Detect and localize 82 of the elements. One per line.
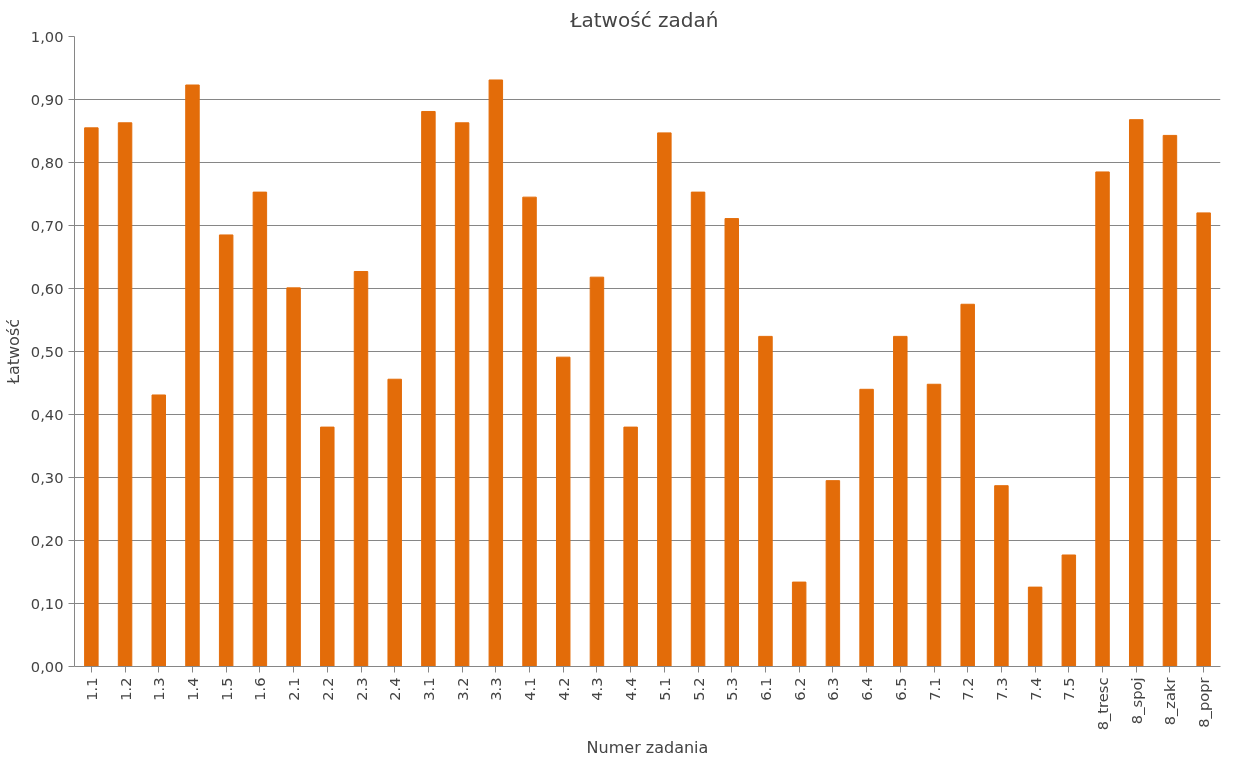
bar [589, 276, 605, 667]
x-tick-label: 4.2 [554, 677, 572, 701]
x-tick-label: 7.5 [1060, 677, 1078, 701]
bar [84, 127, 99, 667]
y-axis-title: Łatwość [3, 318, 23, 386]
bar [994, 485, 1009, 667]
x-tick-label: 6.4 [858, 677, 876, 701]
bar [555, 356, 571, 667]
x-tick-label: 7.4 [1026, 677, 1044, 701]
x-tick-label: 3.2 [453, 677, 471, 701]
x-tick-label: 2.2 [318, 677, 336, 701]
bar [893, 335, 908, 667]
x-tick-label: 5.2 [689, 677, 707, 701]
y-tick-label: 0,60 [30, 279, 64, 297]
bar [117, 122, 133, 667]
x-tick-label: 1.6 [251, 677, 269, 701]
x-tick-label: 1.1 [82, 677, 100, 701]
bar [1027, 586, 1043, 667]
bar [791, 581, 807, 667]
bar [454, 122, 470, 667]
x-tick-label: 3.1 [419, 677, 437, 701]
x-tick-label: 5.1 [655, 677, 673, 701]
x-tick-label: 7.2 [959, 677, 977, 701]
x-tick-label: 1.3 [150, 677, 168, 701]
x-axis-title: Numer zadania [586, 738, 709, 758]
y-tick-label: 0,70 [30, 216, 64, 234]
bar [859, 388, 874, 667]
bar [1196, 212, 1211, 667]
x-tick-label: 8_spoj [1127, 677, 1145, 725]
y-tick-label: 0,50 [30, 342, 64, 360]
bar [320, 426, 335, 667]
x-tick-label: 4.4 [622, 677, 640, 701]
bar [825, 480, 841, 667]
x-tick-label: 2.4 [386, 677, 404, 701]
bar [657, 132, 672, 667]
y-tick-label: 0,40 [30, 405, 64, 423]
y-tick-label: 0,80 [30, 153, 64, 171]
bar [151, 394, 167, 667]
x-tick-label: 1.2 [116, 677, 134, 701]
x-tick-label: 6.2 [790, 677, 808, 701]
x-tick-label: 2.1 [285, 677, 303, 701]
x-tick-label: 6.5 [891, 677, 909, 701]
y-tick-label: 0,20 [30, 531, 64, 549]
bar [1162, 134, 1178, 667]
bar [690, 191, 706, 667]
bar [421, 110, 436, 667]
bar [960, 303, 975, 667]
x-tick-label: 6.3 [824, 677, 842, 701]
y-tick-label: 0,10 [30, 594, 64, 612]
bar [623, 426, 638, 667]
x-tick-label: 3.3 [487, 677, 505, 701]
bar [218, 234, 234, 667]
bar [252, 191, 268, 667]
x-tick-label: 2.3 [352, 677, 370, 701]
bar [724, 218, 740, 667]
x-tick-label: 8_popr [1195, 676, 1213, 728]
bar [758, 335, 773, 667]
x-tick-label: 1.4 [183, 677, 201, 701]
y-tick-label: 0,90 [30, 90, 64, 108]
chart-title: Łatwość zadań [569, 7, 719, 32]
bar [926, 383, 942, 667]
x-tick-label: 8_tresc [1094, 677, 1112, 731]
x-tick-label: 5.3 [723, 677, 741, 701]
bar [185, 84, 200, 667]
x-tick-label: 4.1 [521, 677, 539, 701]
bar [353, 270, 369, 667]
bar [1095, 171, 1110, 667]
bar [1061, 554, 1077, 667]
bar [387, 378, 402, 667]
bar [488, 79, 504, 667]
x-tick-label: 7.1 [925, 677, 943, 701]
bar [522, 196, 537, 667]
x-tick-label: 6.1 [756, 677, 774, 701]
y-tick-label: 0,30 [30, 468, 64, 486]
y-tick-label: 0,00 [30, 657, 64, 675]
bar [1128, 119, 1144, 667]
x-tick-label: 4.3 [588, 677, 606, 701]
x-tick-label: 1.5 [217, 677, 235, 701]
y-tick-label: 1,00 [30, 27, 64, 45]
bar [286, 287, 301, 667]
x-tick-label: 7.3 [992, 677, 1010, 701]
x-tick-label: 8_zakr [1161, 676, 1179, 726]
